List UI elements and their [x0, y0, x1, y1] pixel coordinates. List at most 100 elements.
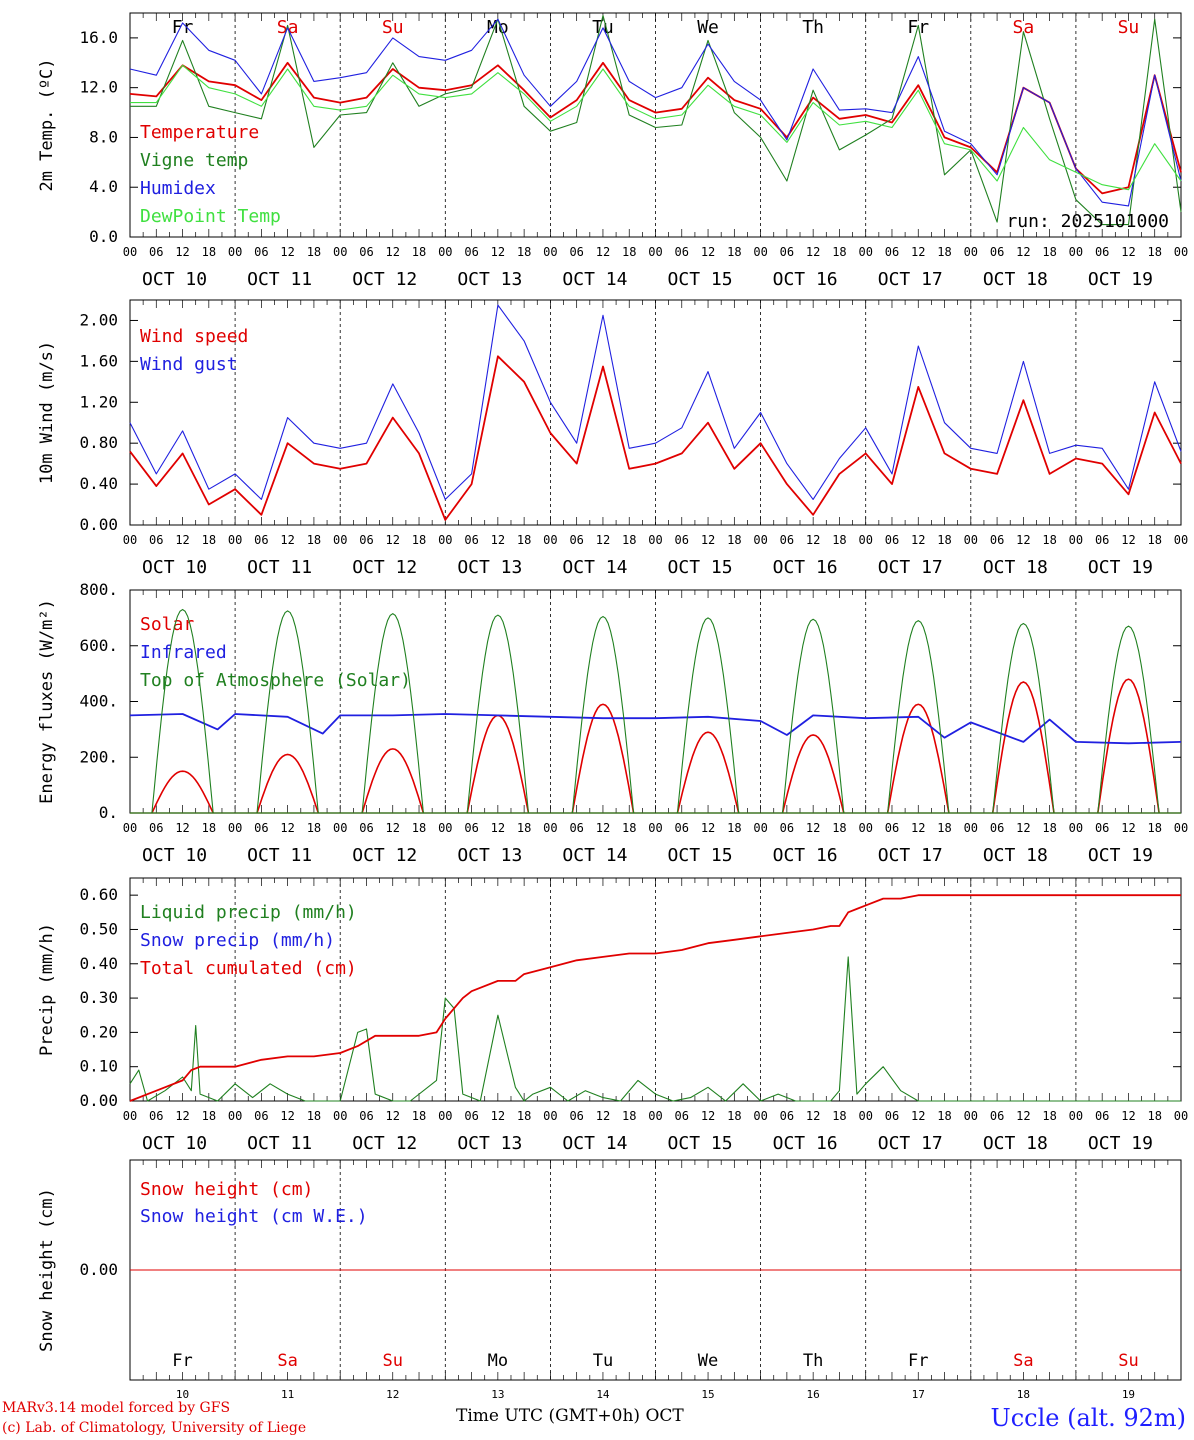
hour-tick-label: 12	[491, 821, 505, 835]
hour-tick-label: 18	[832, 533, 846, 547]
weekday-label: Fr	[172, 1351, 192, 1371]
hour-tick-label: 12	[280, 821, 294, 835]
hour-tick-label: 06	[149, 1109, 163, 1123]
hour-tick-label: 06	[1095, 245, 1109, 259]
hour-tick-label: 06	[359, 533, 373, 547]
hour-tick-label: 18	[307, 1109, 321, 1123]
hour-tick-label: 06	[254, 533, 268, 547]
hour-tick-label: 00	[1174, 245, 1188, 259]
hour-tick-label: 18	[1147, 821, 1161, 835]
hour-tick-label: 06	[1095, 821, 1109, 835]
day-label: OCT 13	[457, 845, 522, 866]
hour-tick-label: 00	[228, 245, 242, 259]
day-label: OCT 19	[1088, 1133, 1153, 1154]
hour-tick-label: 00	[1069, 1109, 1083, 1123]
hour-tick-label: 00	[858, 245, 872, 259]
day-label: OCT 17	[878, 269, 943, 290]
y-tick-label: 0.80	[79, 433, 118, 452]
series-line-top-of-atmosphere-solar-	[466, 614, 530, 814]
hour-tick-label: 12	[175, 821, 189, 835]
hour-tick-label: 12	[806, 1109, 820, 1123]
day-label: OCT 11	[247, 269, 312, 290]
hour-tick-label: 00	[543, 1109, 557, 1123]
y-tick-label: 2.00	[79, 310, 118, 329]
hour-tick-label: 06	[780, 1109, 794, 1123]
panel-frame	[129, 12, 1182, 238]
hour-tick-label: 00	[1069, 533, 1083, 547]
hour-tick-label: 00	[1174, 533, 1188, 547]
hour-tick-label: 18	[202, 1109, 216, 1123]
day-number-label: 17	[912, 1388, 925, 1401]
hour-tick-label: 00	[858, 821, 872, 835]
legend-entry: Total cumulated (cm)	[140, 958, 357, 979]
day-label: OCT 18	[983, 845, 1048, 866]
weekday-label: Fr	[172, 17, 194, 38]
hour-tick-label: 06	[675, 533, 689, 547]
day-number-label: 14	[596, 1388, 610, 1401]
hour-tick-label: 18	[1042, 533, 1056, 547]
hour-tick-label: 00	[1069, 821, 1083, 835]
day-label: OCT 19	[1088, 845, 1153, 866]
series-line-liquid-precip-mm-h-	[129, 956, 1181, 1102]
series-line-solar	[781, 734, 845, 814]
hour-tick-label: 00	[964, 1109, 978, 1123]
hour-tick-label: 18	[412, 1109, 426, 1123]
hour-tick-label: 12	[175, 1109, 189, 1123]
y-axis-label: 2m Temp. (ºC)	[37, 58, 57, 191]
weekday-label: We	[698, 1351, 718, 1371]
hour-tick-label: 12	[701, 821, 715, 835]
series-line-vigne-temp	[130, 14, 1182, 226]
hour-tick-label: 00	[1174, 821, 1188, 835]
day-label: OCT 15	[668, 845, 733, 866]
legend-entry: Top of Atmosphere (Solar)	[140, 670, 411, 691]
hour-tick-label: 18	[202, 533, 216, 547]
panel-4: 0.00 0.10 0.20 0.30 0.40 0.50 0.60 Precip (mm/h…	[37, 877, 1188, 1154]
hour-tick-label: 18	[307, 533, 321, 547]
hour-tick-label: 18	[622, 533, 636, 547]
hour-tick-label: 18	[517, 1109, 531, 1123]
hour-tick-label: 18	[937, 245, 951, 259]
hour-tick-label: 00	[333, 821, 347, 835]
hour-tick-label: 00	[648, 245, 662, 259]
y-axis-label: 10m Wind (m/s)	[37, 341, 57, 484]
y-tick-label: 0.	[99, 803, 118, 822]
hour-tick-label: 00	[964, 821, 978, 835]
y-tick-label: 4.0	[89, 177, 118, 196]
hour-tick-label: 06	[1095, 1109, 1109, 1123]
hour-tick-label: 12	[911, 821, 925, 835]
hour-tick-label: 06	[149, 821, 163, 835]
series-line-top-of-atmosphere-solar-	[676, 617, 740, 814]
hour-tick-label: 06	[359, 821, 373, 835]
y-tick-label: 0.00	[79, 1260, 118, 1279]
series-line-humidex	[129, 18, 1182, 207]
day-label: OCT 12	[352, 557, 417, 578]
hour-tick-label: 06	[780, 533, 794, 547]
hour-tick-label: 18	[832, 821, 846, 835]
hour-tick-label: 12	[701, 533, 715, 547]
day-number-label: 12	[386, 1388, 399, 1401]
hour-tick-label: 18	[1147, 533, 1161, 547]
hour-tick-label: 18	[517, 821, 531, 835]
hour-tick-label: 00	[228, 1109, 242, 1123]
hour-tick-label: 00	[648, 1109, 662, 1123]
hour-tick-label: 06	[990, 245, 1004, 259]
hour-tick-label: 18	[622, 1109, 636, 1123]
legend-entry: Snow precip (mm/h)	[140, 930, 335, 951]
day-label: OCT 13	[457, 557, 522, 578]
panel-1: 0.0 4.0 8.0 12.0 16.0 2m Temp. (ºC) 00 06 12 18 OC…	[37, 12, 1188, 290]
day-number-label: 13	[491, 1388, 504, 1401]
y-tick-label: 0.40	[79, 954, 118, 973]
station-name: Uccle (alt. 92m)	[990, 1404, 1186, 1432]
series-line-top-of-atmosphere-solar-	[992, 622, 1055, 814]
hour-tick-label: 00	[123, 821, 137, 835]
day-label: OCT 11	[247, 845, 312, 866]
hour-tick-label: 00	[333, 533, 347, 547]
run-label: run: 2025101000	[1006, 211, 1169, 232]
hour-tick-label: 12	[280, 533, 294, 547]
hour-tick-label: 06	[990, 821, 1004, 835]
hour-tick-label: 12	[386, 245, 400, 259]
hour-tick-label: 06	[885, 245, 899, 259]
hour-tick-label: 00	[964, 245, 978, 259]
series-line-top-of-atmosphere-solar-	[887, 620, 950, 814]
hour-tick-label: 00	[648, 821, 662, 835]
